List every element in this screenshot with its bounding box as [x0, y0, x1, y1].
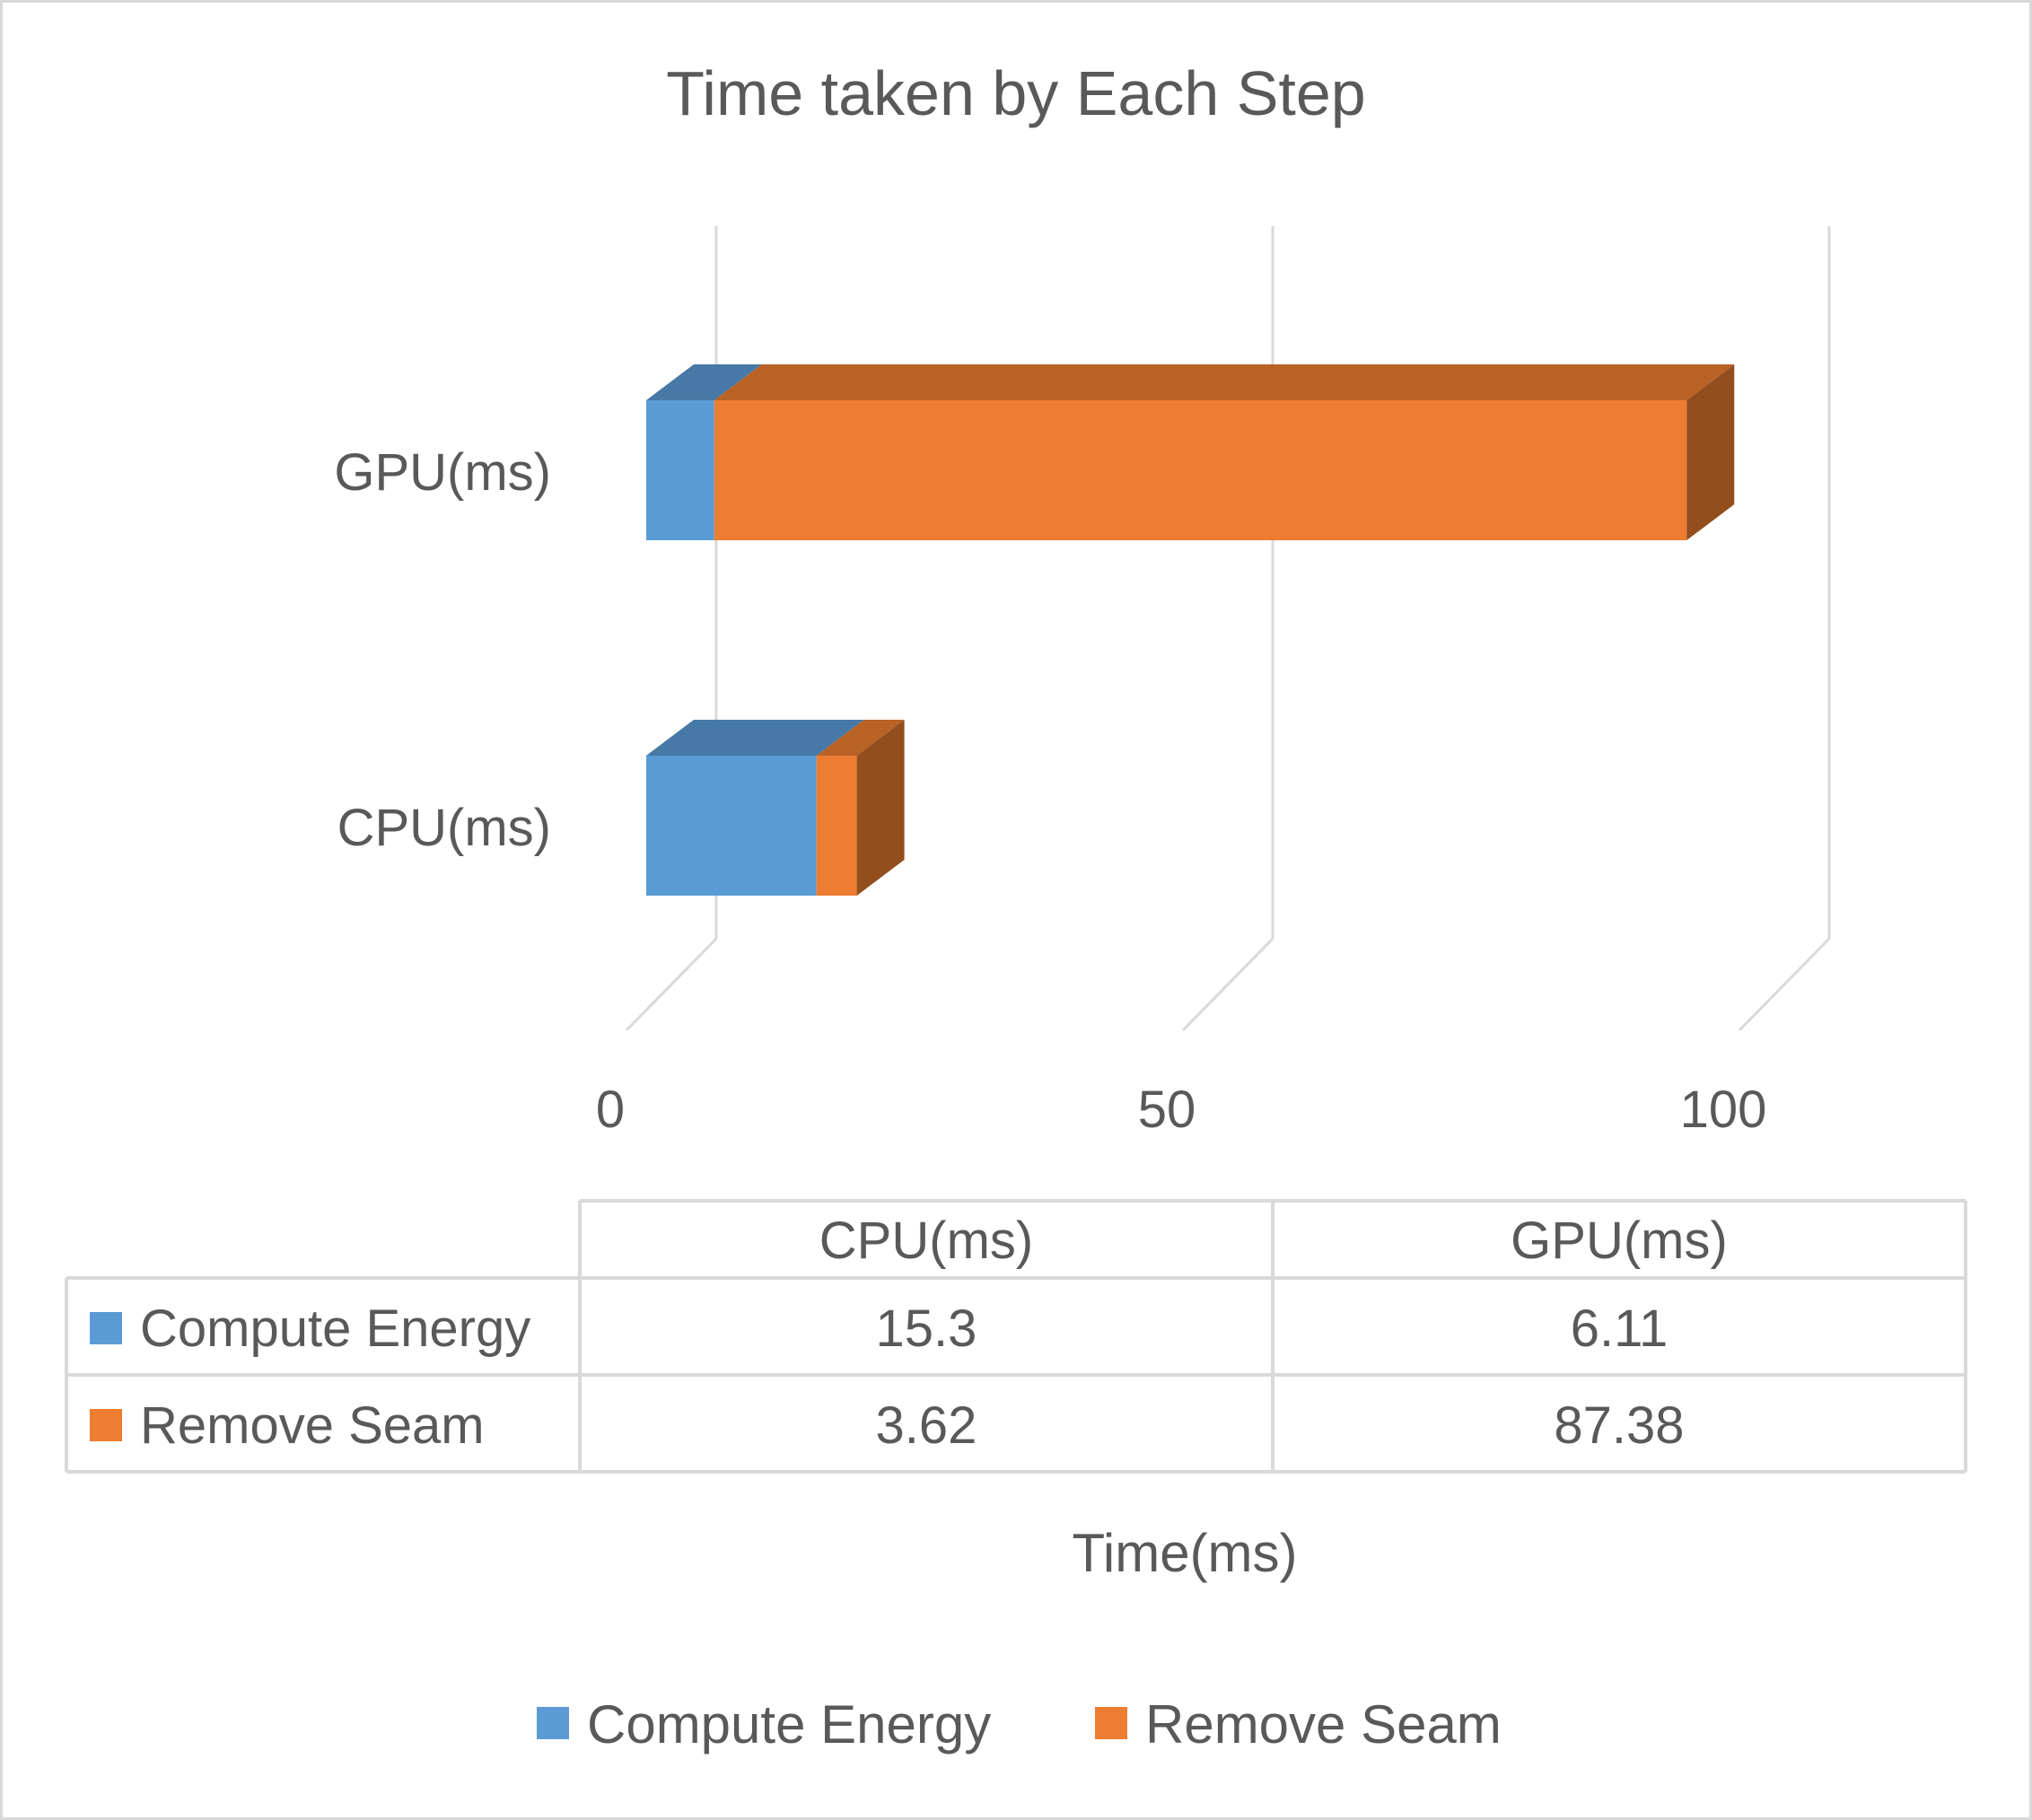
x-tick-label: 100 [1680, 1081, 1767, 1139]
table-header-cell: GPU(ms) [1511, 1212, 1728, 1270]
table-value-cell: 87.38 [1554, 1396, 1684, 1455]
table-row-label: Compute Energy [140, 1299, 530, 1358]
legend-item: Compute Energy [537, 1694, 991, 1754]
chart-title: Time taken by Each Step [666, 58, 1365, 128]
table-value-cell: 15.3 [876, 1299, 977, 1358]
floor-line-100 [1738, 937, 1831, 1032]
bar-cpums-compute-energy [646, 720, 864, 896]
category-labels: CPU(ms) GPU(ms) [334, 443, 551, 857]
legend-label: Compute Energy [587, 1694, 991, 1754]
category-label: CPU(ms) [337, 799, 551, 857]
legend-label: Remove Seam [1145, 1694, 1502, 1754]
legend: Compute Energy Remove Seam [537, 1694, 1502, 1754]
category-label: GPU(ms) [334, 443, 551, 502]
table-value-cell: 6.11 [1571, 1299, 1669, 1358]
table-legend-key [90, 1409, 122, 1441]
table-value-cell: 3.62 [876, 1396, 977, 1455]
floor-line-50 [1181, 937, 1274, 1032]
x-tick-label: 0 [596, 1081, 625, 1139]
data-table: CPU(ms) GPU(ms) Compute Energy 15.3 6.11 Remo… [65, 1199, 1967, 1474]
legend-item: Remove Seam [1095, 1694, 1502, 1754]
legend-swatch [537, 1707, 569, 1739]
table-row-label: Remove Seam [140, 1396, 485, 1455]
table-legend-key [90, 1312, 122, 1344]
bar-cpums-remove-seam [816, 720, 905, 896]
x-tick-label: 50 [1138, 1081, 1196, 1139]
bar-gpums-compute-energy [646, 364, 762, 540]
bar-gpums-remove-seam [714, 364, 1735, 540]
x-axis-title: Time(ms) [1072, 1523, 1297, 1583]
x-tick-labels: 0 50 100 [596, 1081, 1767, 1139]
bars [646, 364, 1735, 896]
legend-swatch [1095, 1707, 1127, 1739]
floor-line-0 [625, 937, 718, 1032]
table-header-cell: CPU(ms) [819, 1212, 1033, 1270]
